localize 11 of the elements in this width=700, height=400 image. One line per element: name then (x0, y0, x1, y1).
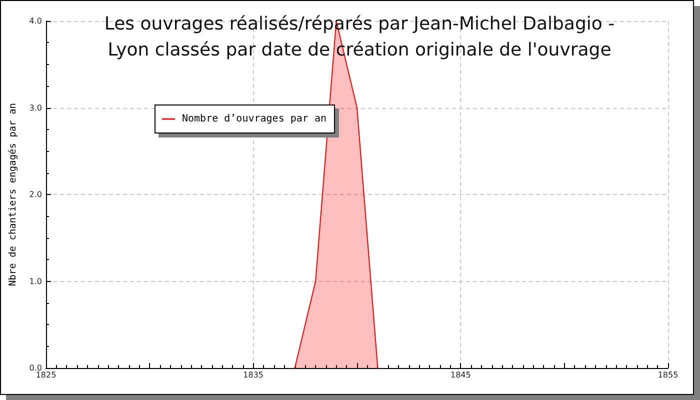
legend-label: Nombre d’ouvrages par an (182, 114, 326, 124)
y-tick-label: 1.0 (29, 276, 42, 286)
x-tick-label: 1825 (36, 370, 56, 380)
y-tick-label: 4.0 (29, 16, 42, 26)
x-tick-label: 1835 (243, 370, 264, 380)
y-axis-title: Nbre de chantiers engagés par an (8, 102, 18, 286)
y-tick-label: 2.0 (29, 190, 42, 199)
y-tick-label: 3.0 (29, 103, 42, 112)
x-tick-label: 1845 (450, 370, 471, 380)
y-tick-label: 0.0 (29, 364, 42, 372)
x-tick-label: 1855 (658, 370, 678, 380)
